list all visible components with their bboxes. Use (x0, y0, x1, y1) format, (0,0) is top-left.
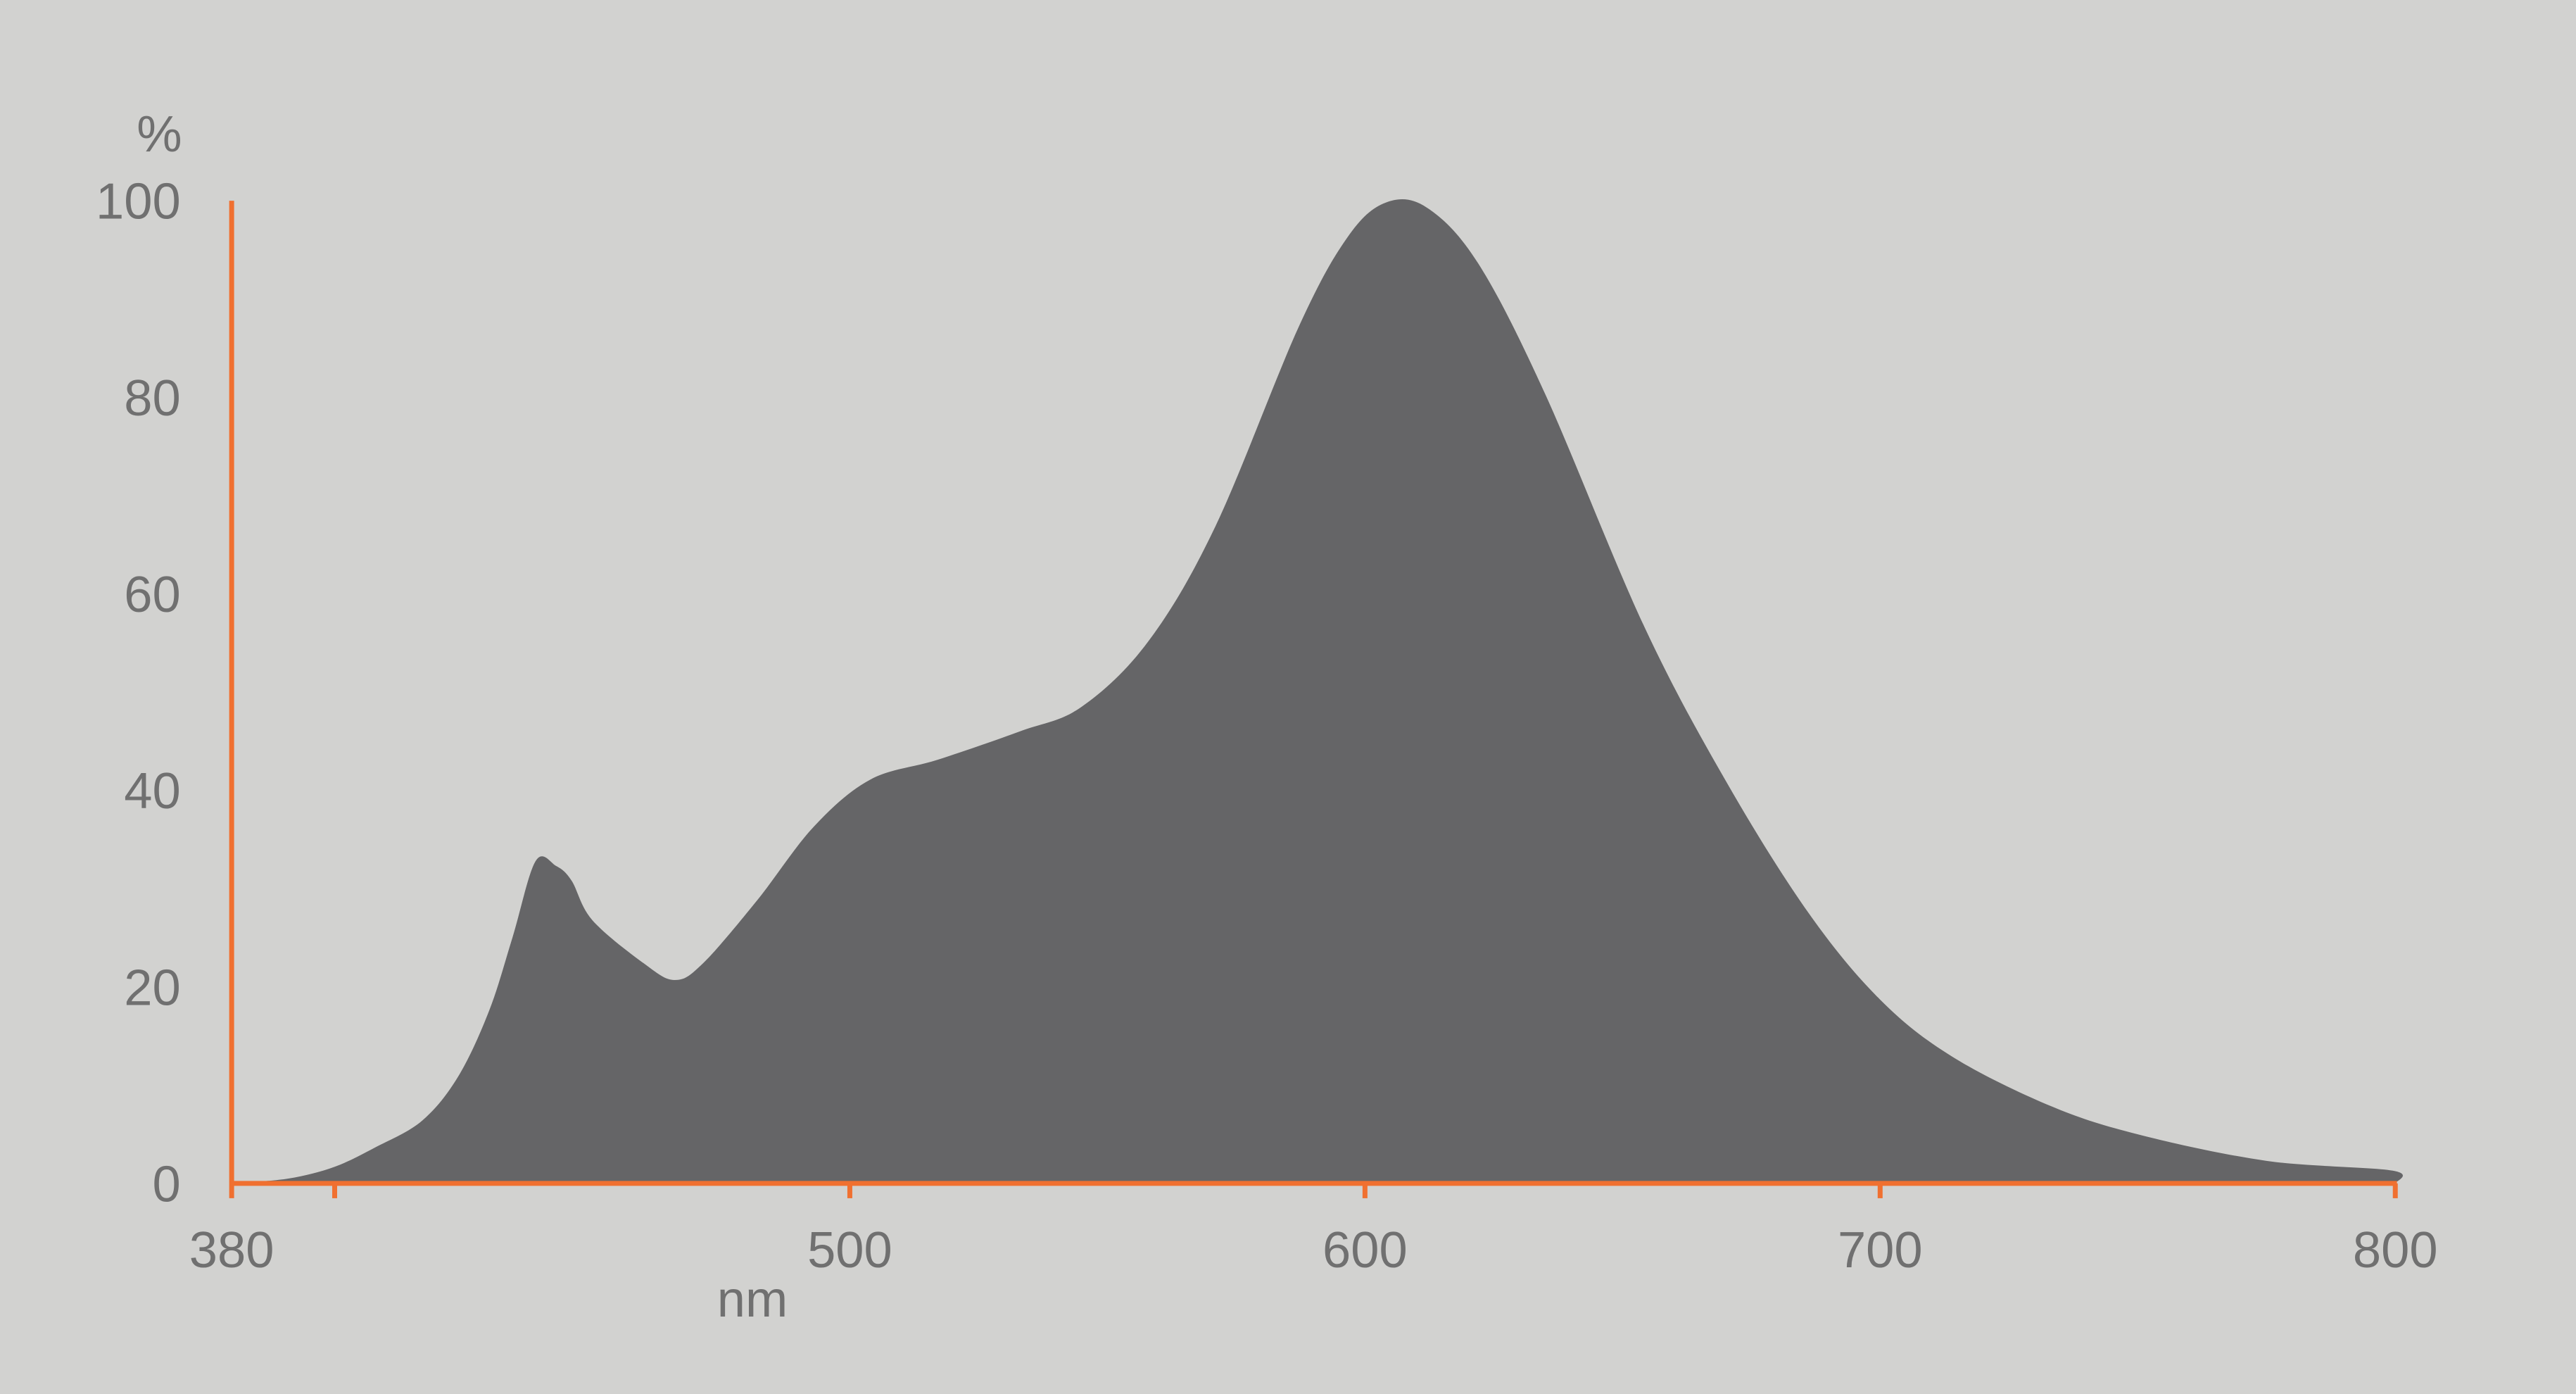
x-tick-label: 500 (807, 1222, 892, 1279)
y-tick-label: 20 (124, 960, 180, 1016)
x-axis-label: nm (717, 1271, 788, 1328)
x-tick-label: 800 (2353, 1222, 2438, 1279)
axes (229, 201, 2398, 1198)
y-tick-label: 0 (153, 1157, 181, 1213)
x-tick-label: 380 (189, 1222, 274, 1279)
y-tick-label: 100 (96, 174, 181, 230)
y-tick-label: 40 (124, 763, 180, 820)
x-tick-label: 700 (1838, 1222, 1923, 1279)
y-tick-labels: 0 20 40 60 80 100 (96, 174, 181, 1213)
y-axis-label: % (137, 106, 182, 163)
spectrum-area (232, 199, 2404, 1183)
x-tick-label: 600 (1322, 1222, 1408, 1279)
x-tick-labels: 380 500 600 700 800 (189, 1222, 2438, 1279)
y-tick-label: 60 (124, 567, 180, 623)
y-tick-label: 80 (124, 370, 180, 427)
